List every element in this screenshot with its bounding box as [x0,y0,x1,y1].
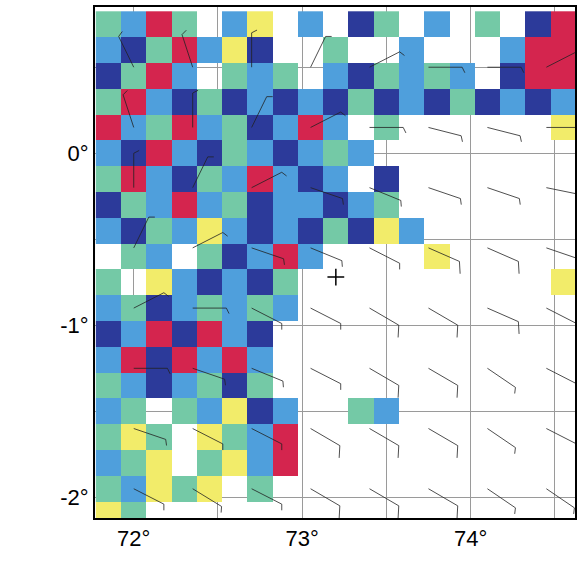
svg-text:73°: 73° [286,526,319,551]
svg-text:74°: 74° [454,526,487,551]
svg-text:72°: 72° [117,526,150,551]
svg-text:0°: 0° [68,141,89,166]
svg-text:-2°: -2° [60,485,88,510]
svg-text:-1°: -1° [60,313,88,338]
